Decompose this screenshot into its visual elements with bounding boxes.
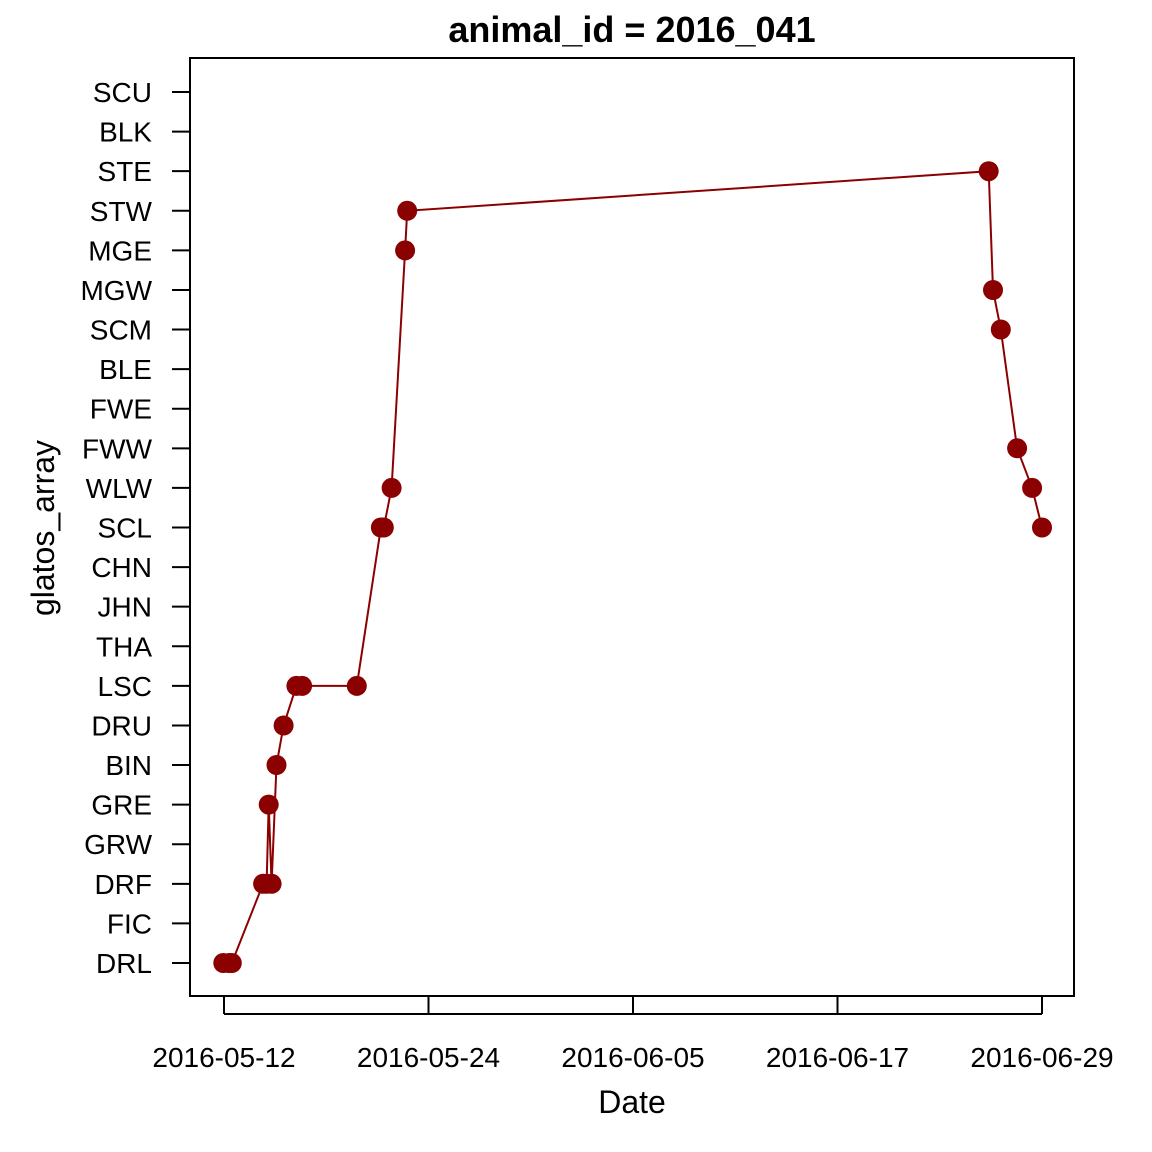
y-tick-label: SCU xyxy=(93,77,152,108)
y-tick-label: BLE xyxy=(99,354,152,385)
y-tick-label: STW xyxy=(90,196,153,227)
data-point xyxy=(990,319,1011,340)
y-tick-label: FWE xyxy=(90,394,152,425)
x-tick-label: 2016-05-24 xyxy=(357,1042,500,1073)
y-tick-label: STE xyxy=(98,156,152,187)
y-tick-label: CHN xyxy=(91,552,152,583)
data-point xyxy=(1007,438,1028,459)
data-point xyxy=(983,280,1003,300)
y-tick-label: GRW xyxy=(84,829,152,860)
data-point xyxy=(292,675,313,696)
x-tick-label: 2016-06-17 xyxy=(766,1042,909,1073)
y-tick-label: THA xyxy=(96,631,152,662)
y-tick-label: WLW xyxy=(86,473,153,504)
data-point xyxy=(266,755,287,775)
x-tick-label: 2016-05-12 xyxy=(152,1042,295,1073)
y-tick-label: GRE xyxy=(91,790,152,821)
y-tick-label: MGE xyxy=(88,235,152,266)
y-tick-label: SCL xyxy=(98,513,152,544)
x-tick-label: 2016-06-29 xyxy=(970,1042,1113,1073)
y-tick-label: FWW xyxy=(82,433,153,464)
y-tick-label: DRL xyxy=(96,948,152,979)
y-tick-label: DRU xyxy=(91,710,152,741)
data-series xyxy=(213,161,1052,973)
y-tick-label: JHN xyxy=(98,592,152,623)
data-point xyxy=(221,953,242,973)
data-point xyxy=(346,675,367,696)
chart-title: animal_id = 2016_041 xyxy=(448,9,815,50)
data-point xyxy=(1022,477,1043,498)
y-tick-label: BIN xyxy=(105,750,152,781)
data-point xyxy=(373,517,394,538)
data-point xyxy=(395,240,416,261)
y-axis-label: glatos_array xyxy=(25,440,61,616)
y-tick-label: FIC xyxy=(107,908,152,939)
x-axis: 2016-05-12 2016-05-24 2016-06-05 2016-06-17… xyxy=(152,996,1114,1073)
data-point xyxy=(397,200,418,221)
data-point xyxy=(978,161,999,182)
y-axis: DRL FIC DRF GRW GRE BIN DRU LSC THA JHN CHN SCL WLW F… xyxy=(80,77,190,979)
x-tick-label: 2016-06-05 xyxy=(561,1042,704,1073)
y-tick-label: BLK xyxy=(99,117,152,148)
y-tick-label: LSC xyxy=(98,671,152,702)
data-point xyxy=(261,873,282,894)
data-point xyxy=(381,477,402,498)
y-tick-label: DRF xyxy=(94,869,152,900)
data-point xyxy=(273,715,294,736)
data-point xyxy=(258,794,279,815)
data-point xyxy=(1032,517,1052,538)
y-tick-label: SCM xyxy=(90,315,152,346)
series-line xyxy=(223,170,1043,964)
x-axis-label: Date xyxy=(598,1084,666,1120)
plot-frame xyxy=(189,57,1075,997)
y-tick-label: MGW xyxy=(80,275,152,306)
